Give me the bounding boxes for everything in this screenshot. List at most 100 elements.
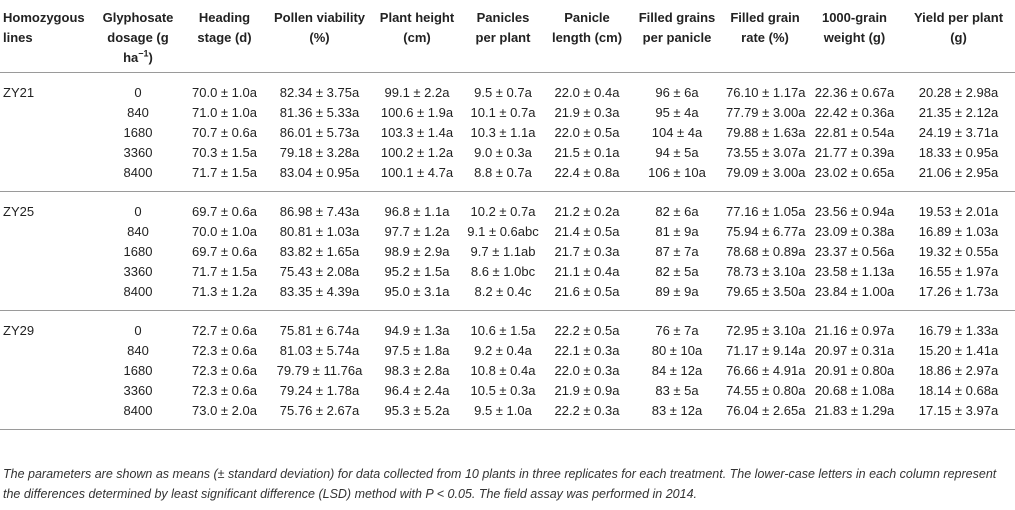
header-plant-height: Plant height (cm): [371, 0, 463, 73]
header-filled-grains: Filled grains per panicle: [631, 0, 723, 73]
value-cell: 21.2 ± 0.2a: [554, 203, 620, 219]
value-cell: 69.7 ± 0.6a: [192, 203, 257, 219]
table-footnote: The parameters are shown as means (± sta…: [3, 467, 997, 501]
value-cell: 18.14 ± 0.68a: [918, 382, 999, 398]
value-cell: 71.3 ± 1.2a: [181, 281, 268, 311]
table-row: ZY21 0 70.0 ± 1.0a 82.34 ± 3.75a 99.1 ± 2.2a…: [0, 72, 1015, 103]
empty-cell: [0, 341, 95, 361]
value-cell: 20.68 ± 1.08a: [814, 382, 895, 398]
table-row: 3360 72.3 ± 0.6a 79.24 ± 1.78a 96.4 ± 2.4a 1…: [0, 381, 1015, 401]
value-cell: 95.2 ± 1.5a: [384, 263, 450, 279]
value-cell: 70.0 ± 1.0a: [192, 84, 257, 100]
value-cell: 86.98 ± 7.43a: [279, 203, 360, 219]
value-cell: 21.9 ± 0.3a: [554, 104, 620, 120]
empty-cell: [0, 381, 95, 401]
dosage-cell: 8400: [95, 162, 181, 192]
value-cell: 10.6 ± 1.5a: [470, 322, 536, 338]
value-cell: 20.28 ± 2.98a: [918, 84, 999, 100]
value-cell: 77.79 ± 3.00a: [726, 104, 806, 120]
table-row: 8400 71.7 ± 1.5a 83.04 ± 0.95a 100.1 ± 4.7a…: [0, 162, 1015, 192]
value-cell: 72.95 ± 3.10a: [726, 322, 806, 338]
value-cell: 73.55 ± 3.07a: [726, 144, 806, 160]
value-cell: 21.5 ± 0.1a: [554, 144, 620, 160]
value-cell: 22.0 ± 0.4a: [554, 84, 620, 100]
value-cell: 106 ± 10a: [631, 162, 723, 192]
value-cell: 74.55 ± 0.80a: [726, 382, 806, 398]
header-pollen-viability: Pollen viability (%): [268, 0, 371, 73]
header-heading-stage: Heading stage (d): [181, 0, 268, 73]
value-cell: 10.2 ± 0.7a: [470, 203, 536, 219]
table-row: ZY29 0 72.7 ± 0.6a 75.81 ± 6.74a 94.9 ± 1.3a…: [0, 310, 1015, 341]
dosage-cell: 3360: [123, 144, 153, 160]
value-cell: 81.36 ± 5.33a: [279, 104, 360, 120]
value-cell: 86.01 ± 5.73a: [279, 124, 360, 140]
value-cell: 19.32 ± 0.55a: [918, 243, 999, 259]
header-glyphosate-dosage: Glyphosate dosage (g ha−1): [95, 0, 181, 73]
empty-cell: [0, 242, 95, 262]
value-cell: 96.4 ± 2.4a: [384, 382, 450, 398]
value-cell: 70.0 ± 1.0a: [192, 223, 257, 239]
value-cell: 98.3 ± 2.8a: [384, 362, 450, 378]
value-cell: 9.1 ± 0.6abc: [467, 223, 539, 239]
value-cell: 83 ± 5a: [655, 382, 699, 398]
value-cell: 79.79 ± 11.76a: [276, 362, 363, 378]
value-cell: 89 ± 9a: [631, 281, 723, 311]
value-cell: 23.37 ± 0.56a: [814, 243, 895, 259]
value-cell: 8.8 ± 0.7a: [463, 162, 543, 192]
value-cell: 21.1 ± 0.4a: [554, 263, 620, 279]
value-cell: 95 ± 4a: [655, 104, 699, 120]
value-cell: 100.6 ± 1.9a: [380, 104, 454, 120]
value-cell: 9.2 ± 0.4a: [474, 342, 532, 358]
value-cell: 95.0 ± 3.1a: [371, 281, 463, 311]
value-cell: 76 ± 7a: [655, 322, 699, 338]
value-cell: 75.94 ± 6.77a: [726, 223, 806, 239]
value-cell: 22.2 ± 0.5a: [554, 322, 620, 338]
value-cell: 87 ± 7a: [655, 243, 699, 259]
header-filled-grain-rate: Filled grain rate (%): [723, 0, 807, 73]
value-cell: 9.0 ± 0.3a: [474, 144, 532, 160]
dosage-cell: 0: [134, 203, 142, 219]
value-cell: 97.5 ± 1.8a: [384, 342, 450, 358]
value-cell: 81 ± 9a: [655, 223, 699, 239]
value-cell: 80.81 ± 1.03a: [279, 223, 360, 239]
table-row: 840 70.0 ± 1.0a 80.81 ± 1.03a 97.7 ± 1.2a 9.…: [0, 222, 1015, 242]
value-cell: 21.35 ± 2.12a: [918, 104, 999, 120]
header-grain-weight: 1000-grain weight (g): [807, 0, 902, 73]
empty-cell: [0, 281, 95, 311]
value-cell: 83.04 ± 0.95a: [268, 162, 371, 192]
value-cell: 21.77 ± 0.39a: [814, 144, 895, 160]
value-cell: 71.17 ± 9.14a: [726, 342, 806, 358]
value-cell: 82 ± 5a: [655, 263, 699, 279]
value-cell: 76.04 ± 2.65a: [723, 400, 807, 430]
value-cell: 75.43 ± 2.08a: [279, 263, 360, 279]
empty-cell: [0, 361, 95, 381]
empty-cell: [0, 262, 95, 282]
header-homozygous-lines: Homozygous lines: [0, 0, 95, 73]
table-row: 8400 71.3 ± 1.2a 83.35 ± 4.39a 95.0 ± 3.1a 8…: [0, 281, 1015, 311]
dosage-cell: 840: [127, 104, 149, 120]
value-cell: 23.09 ± 0.38a: [814, 223, 895, 239]
value-cell: 21.9 ± 0.9a: [554, 382, 620, 398]
value-cell: 21.06 ± 2.95a: [902, 162, 1015, 192]
value-cell: 9.7 ± 1.1ab: [470, 243, 536, 259]
value-cell: 94 ± 5a: [655, 144, 699, 160]
value-cell: 71.0 ± 1.0a: [192, 104, 257, 120]
value-cell: 20.97 ± 0.31a: [814, 342, 895, 358]
table-row: 1680 72.3 ± 0.6a 79.79 ± 11.76a 98.3 ± 2.8a…: [0, 361, 1015, 381]
empty-cell: [0, 143, 95, 163]
value-cell: 99.1 ± 2.2a: [384, 84, 450, 100]
value-cell: 10.3 ± 1.1a: [470, 124, 536, 140]
value-cell: 16.79 ± 1.33a: [918, 322, 999, 338]
table-row: 1680 70.7 ± 0.6a 86.01 ± 5.73a 103.3 ± 1.4a…: [0, 123, 1015, 143]
value-cell: 96 ± 6a: [655, 84, 699, 100]
value-cell: 72.3 ± 0.6a: [192, 342, 257, 358]
value-cell: 70.3 ± 1.5a: [192, 144, 257, 160]
value-cell: 10.1 ± 0.7a: [470, 104, 536, 120]
value-cell: 79.24 ± 1.78a: [279, 382, 360, 398]
value-cell: 72.7 ± 0.6a: [192, 322, 257, 338]
line-name-cell: ZY21: [3, 84, 35, 100]
value-cell: 98.9 ± 2.9a: [384, 243, 450, 259]
value-cell: 21.4 ± 0.5a: [554, 223, 620, 239]
dosage-cell: 0: [134, 322, 142, 338]
value-cell: 16.89 ± 1.03a: [918, 223, 999, 239]
